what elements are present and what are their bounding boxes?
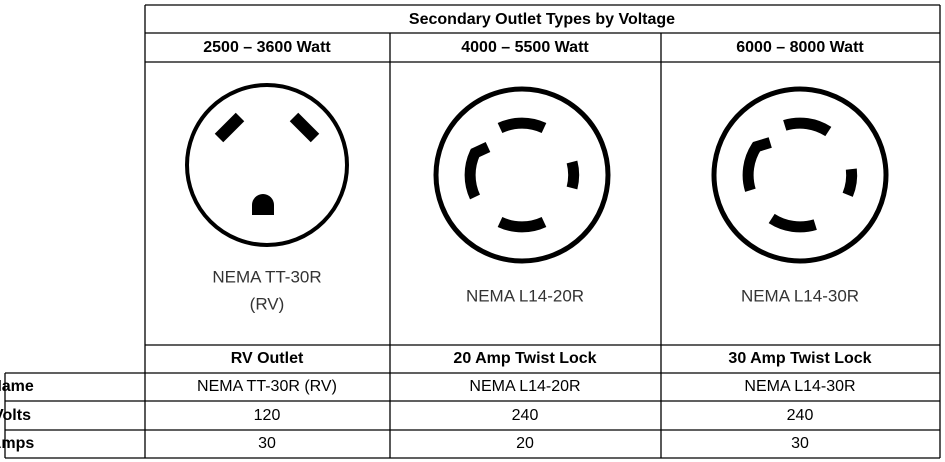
- outlet-type: 30 Amp Twist Lock: [728, 350, 871, 367]
- cell: NEMA L14-30R: [744, 378, 855, 395]
- cell: 240: [512, 407, 539, 424]
- table-title: Secondary Outlet Types by Voltage: [409, 11, 675, 28]
- outlet-type: 20 Amp Twist Lock: [453, 350, 596, 367]
- row-label: Name: [0, 378, 34, 395]
- image-label: (RV): [250, 294, 285, 313]
- cell: 240: [787, 407, 814, 424]
- image-label: NEMA L14-20R: [466, 286, 584, 305]
- cell: 30: [258, 435, 276, 452]
- cell: 120: [254, 407, 281, 424]
- row-label: Volts: [0, 407, 31, 424]
- outlet-type: RV Outlet: [231, 350, 304, 367]
- cell: 30: [791, 435, 809, 452]
- l14-30r-icon: [711, 86, 889, 264]
- wattage-header: 4000 – 5500 Watt: [461, 39, 589, 56]
- row-label: Amps: [0, 435, 34, 452]
- wattage-header: 6000 – 8000 Watt: [736, 39, 864, 56]
- l14-20r-icon: [433, 86, 611, 264]
- cell: NEMA L14-20R: [469, 378, 580, 395]
- cell: 20: [516, 435, 534, 452]
- cell: NEMA TT-30R (RV): [197, 378, 337, 395]
- tt30r-icon: [185, 83, 349, 247]
- image-label: NEMA TT-30R: [212, 267, 321, 286]
- wattage-header: 2500 – 3600 Watt: [203, 39, 331, 56]
- table-grid: [4, 4, 941, 459]
- image-label: NEMA L14-30R: [741, 286, 859, 305]
